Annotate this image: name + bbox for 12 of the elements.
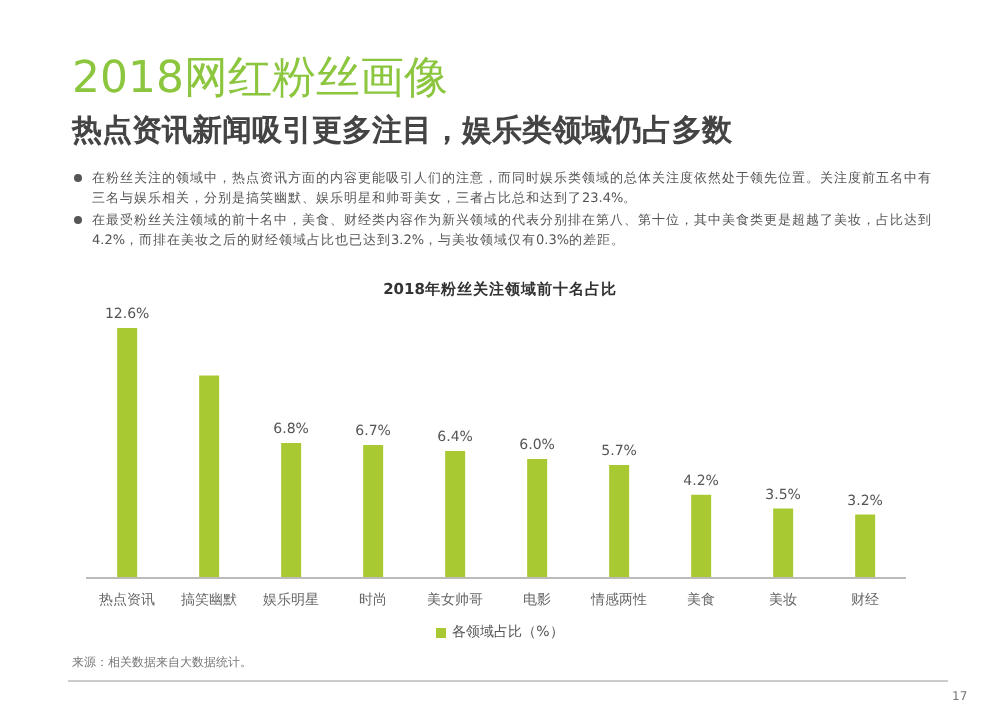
bar <box>363 445 384 578</box>
bar <box>445 451 466 578</box>
bar <box>773 508 794 578</box>
bar <box>199 375 220 578</box>
chart-subtitle: 热点资讯新闻吸引更多注目，娱乐类领域仍占多数 <box>72 112 732 150</box>
chart-title: 2018网红粉丝画像 <box>72 52 448 108</box>
bar <box>609 464 630 578</box>
bar <box>691 494 712 578</box>
bar <box>281 443 302 578</box>
bar <box>855 514 876 578</box>
bar <box>527 458 548 578</box>
bar <box>117 328 138 578</box>
